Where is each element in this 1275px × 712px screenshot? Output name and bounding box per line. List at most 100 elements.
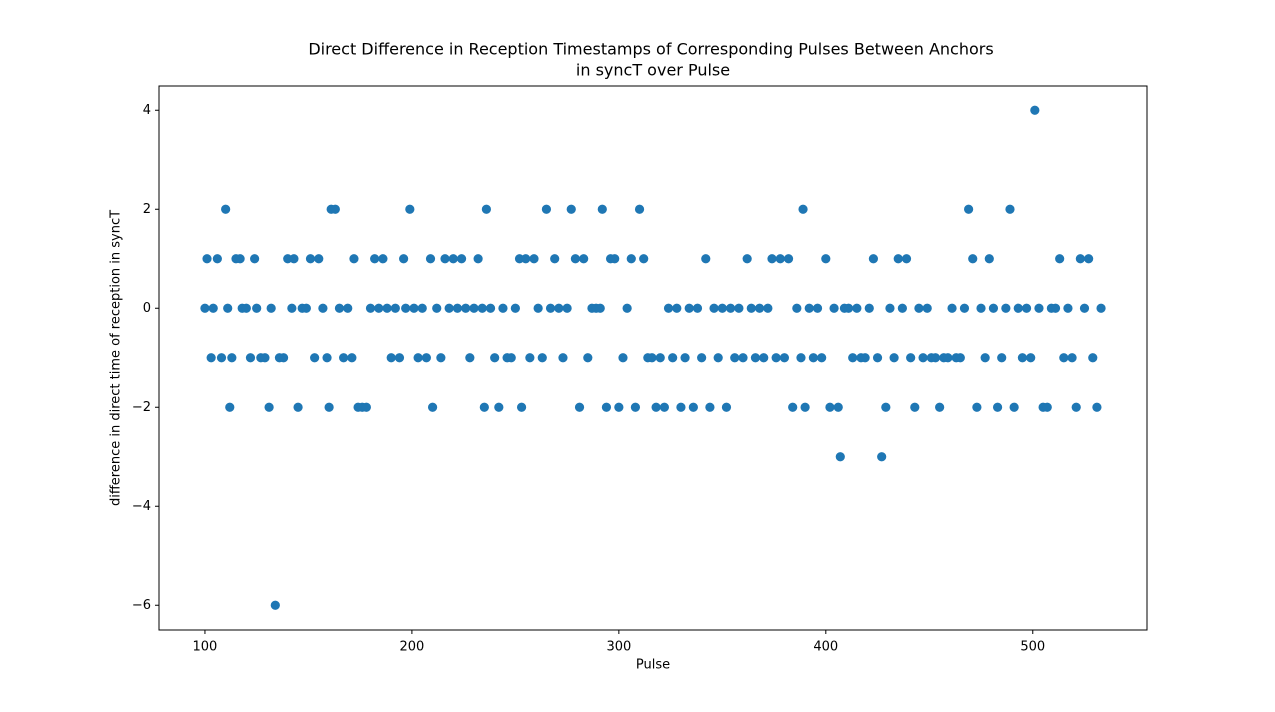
point [305, 254, 316, 264]
point [289, 254, 299, 264]
y-tick-label: −4 [132, 499, 151, 514]
point [877, 452, 887, 462]
point [200, 303, 210, 313]
point [394, 353, 405, 363]
x-tick-label: 500 [1020, 640, 1045, 655]
point [206, 353, 216, 363]
point [425, 254, 436, 264]
x-axis-label: Pulse [636, 658, 670, 673]
point [730, 353, 740, 363]
point [541, 204, 552, 214]
point [212, 254, 222, 264]
point [1059, 353, 1069, 363]
point [881, 402, 891, 412]
point [672, 303, 682, 313]
point [413, 353, 423, 363]
point [906, 353, 916, 363]
point [972, 402, 982, 412]
point [697, 353, 707, 363]
point [510, 303, 520, 313]
point [227, 353, 237, 363]
point [314, 254, 324, 264]
point [322, 353, 332, 363]
point [914, 303, 924, 313]
point [964, 204, 974, 214]
point [469, 303, 479, 313]
point [448, 254, 458, 264]
point [1096, 303, 1106, 313]
point [498, 303, 508, 313]
point [676, 402, 686, 412]
point [1088, 353, 1098, 363]
point [709, 303, 719, 313]
point [726, 303, 736, 313]
point [494, 402, 504, 412]
point [521, 254, 531, 264]
point [808, 353, 818, 363]
point [976, 303, 986, 313]
point [401, 303, 411, 313]
point [692, 303, 703, 313]
point [959, 303, 970, 313]
point [343, 303, 353, 313]
point [579, 254, 589, 264]
point [800, 402, 810, 412]
point [1050, 303, 1061, 313]
point [684, 303, 694, 313]
point [848, 353, 858, 363]
point [293, 402, 303, 412]
point [1071, 402, 1081, 412]
point [1005, 204, 1015, 214]
point [473, 254, 483, 264]
point [421, 353, 431, 363]
y-tick-label: −2 [132, 400, 151, 415]
point [860, 353, 870, 363]
point [738, 353, 748, 363]
point [1075, 254, 1085, 264]
point [885, 303, 895, 313]
point [301, 303, 311, 313]
point [922, 303, 932, 313]
point [545, 303, 556, 313]
point [788, 402, 798, 412]
point [260, 353, 270, 363]
point [626, 254, 636, 264]
point [798, 204, 808, 214]
point [767, 254, 777, 264]
point [554, 303, 564, 313]
y-tick-label: −6 [132, 598, 151, 613]
point [374, 303, 384, 313]
x-tick-label: 200 [399, 640, 424, 655]
point [759, 353, 769, 363]
point [566, 204, 576, 214]
point [456, 254, 467, 264]
point [614, 402, 624, 412]
point [382, 303, 392, 313]
point [485, 303, 496, 313]
point [992, 402, 1003, 412]
point [1013, 303, 1023, 313]
point [533, 303, 543, 313]
point [980, 353, 990, 363]
point [427, 402, 438, 412]
point [918, 353, 928, 363]
point [804, 303, 814, 313]
point [947, 303, 957, 313]
point [525, 353, 535, 363]
x-tick-label: 300 [606, 640, 631, 655]
point [595, 303, 605, 313]
point [574, 402, 585, 412]
point [852, 303, 862, 313]
point [812, 303, 823, 313]
point [334, 303, 345, 313]
point [318, 303, 328, 313]
point [835, 452, 845, 462]
point [361, 402, 371, 412]
point [821, 254, 831, 264]
point [1009, 402, 1019, 412]
chart-subtitle: in syncT over Pulse [576, 61, 730, 80]
point [490, 353, 500, 363]
point [868, 254, 879, 264]
point [477, 303, 487, 313]
